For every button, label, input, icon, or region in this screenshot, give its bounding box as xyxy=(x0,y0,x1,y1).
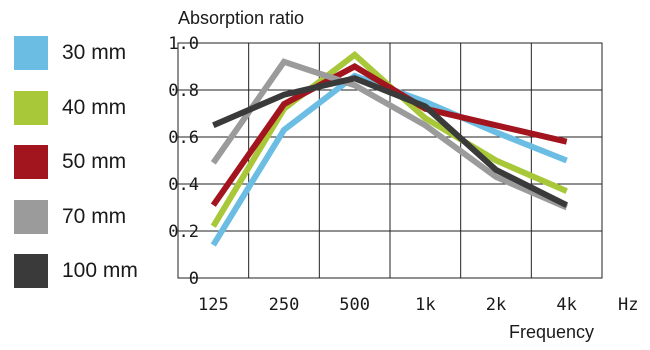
legend-label: 50 mm xyxy=(62,150,127,173)
y-tick-label: 0.8 xyxy=(168,81,199,101)
legend-label: 40 mm xyxy=(62,95,127,119)
x-tick-label: 4k xyxy=(556,295,576,315)
x-tick-label: 500 xyxy=(339,295,370,315)
legend-item: 40 mm xyxy=(14,90,174,125)
x-tick-label: 125 xyxy=(198,295,229,315)
y-tick-label: 0.4 xyxy=(168,175,199,195)
legend-item: 30 mm xyxy=(14,36,174,70)
legend-item: 70 mm xyxy=(14,199,174,234)
series-line-50-mm xyxy=(210,63,568,207)
y-tick-label: 0.6 xyxy=(168,128,199,148)
tick-labels: 0 0.2 0.4 0.6 0.8 1.0 125 250 500 1k 2k 4k xyxy=(168,34,577,315)
y-tick-label: 0 xyxy=(189,269,199,289)
y-tick-label: 0.2 xyxy=(168,222,199,242)
legend-label: 70 mm xyxy=(62,204,127,228)
legend-item: 50 mm xyxy=(14,145,174,179)
legend-swatch xyxy=(14,36,48,70)
legend: 30 mm 40 mm 50 mm 70 mm 100 mm xyxy=(14,36,174,309)
y-tick-label: 1.0 xyxy=(168,34,199,54)
x-axis-unit: Hz xyxy=(618,295,638,315)
legend-swatch xyxy=(14,199,48,234)
grid xyxy=(177,42,603,279)
series-lines xyxy=(210,50,569,247)
y-axis-title: Absorption ratio xyxy=(178,8,304,28)
x-axis-title: Frequency xyxy=(509,322,594,342)
x-tick-label: 1k xyxy=(415,295,435,315)
legend-item: 100 mm xyxy=(14,254,174,288)
legend-swatch xyxy=(14,254,48,288)
legend-label: 30 mm xyxy=(62,41,127,64)
legend-label: 100 mm xyxy=(62,259,138,282)
legend-swatch xyxy=(14,145,48,179)
x-tick-label: 250 xyxy=(269,295,300,315)
legend-swatch xyxy=(14,90,48,125)
series-line-70-mm xyxy=(210,58,568,211)
series-line-100-mm xyxy=(212,75,569,208)
x-tick-label: 2k xyxy=(486,295,506,315)
